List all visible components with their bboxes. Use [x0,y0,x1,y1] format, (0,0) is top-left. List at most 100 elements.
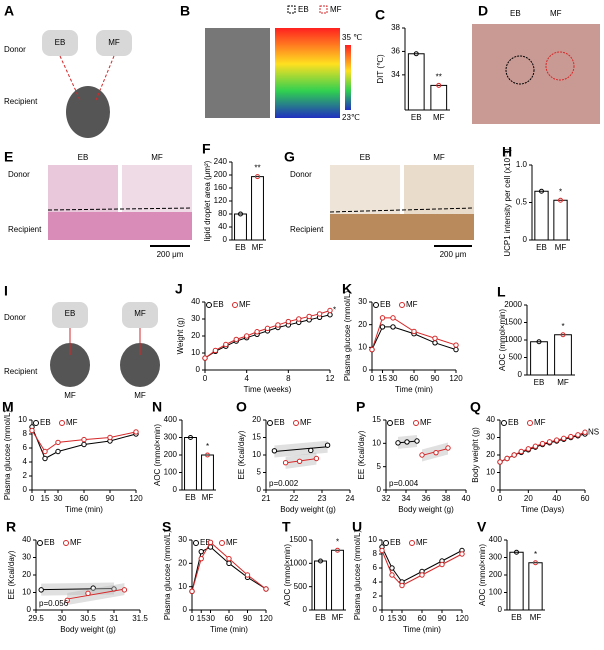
legend-marker [267,420,273,426]
panel-letter: U [352,519,362,535]
label: 35 ℃ [342,33,362,42]
bar-dot [335,547,340,553]
legend-label: EB [40,418,51,427]
panel-letter: N [152,399,162,415]
annotation: ** [436,73,442,82]
point [263,586,269,592]
annotation: p=0.056 [39,599,69,608]
point [243,333,250,339]
label: Donor [290,170,312,179]
donor-mouse [52,302,88,328]
bar [534,190,549,241]
y-tick-label: 30 [191,314,200,323]
panel-letter: M [2,399,14,415]
y-tick-label: 38 [391,23,400,32]
label: EB [510,9,521,18]
x-tick-label: 90 [106,494,115,503]
y-tick-label: 0 [183,605,188,614]
panel-letter: L [497,284,506,300]
y-tick-label: 2 [373,591,378,600]
x-axis-label: Time (min) [65,505,103,514]
x-tick-label: 60 [80,494,89,503]
point [226,555,232,562]
arrow [95,55,115,101]
point [223,341,229,348]
label: Recipient [8,225,42,234]
bar-dot [514,549,519,555]
y-tick-label: 120 [214,196,228,205]
point [254,329,260,335]
annotation: * [534,550,537,559]
y-tick-label: 10 [178,582,187,591]
y-axis-label: Plasma glucose (mmol/L) [163,530,172,621]
point [453,346,459,353]
point [539,440,546,447]
x-tick-label: 120 [129,494,143,503]
region [545,51,575,81]
y-tick-label: 0 [23,485,28,494]
y-tick-label: 40 [191,297,200,306]
point [399,582,405,589]
bar [554,334,572,376]
x-tick-label: 36 [422,494,431,503]
x-tick-label: 60 [418,614,427,623]
color-scale [345,45,351,110]
label: EB [55,38,66,47]
panel-letter: B [180,3,190,19]
label: EB [65,309,76,318]
series-line [381,550,463,587]
y-tick-label: 0.5 [516,198,528,207]
point [395,440,401,446]
legend-marker [219,540,225,546]
point [327,312,333,318]
x-tick-label: 90 [431,374,440,383]
y-tick-label: 5 [377,462,382,471]
legend-label: MF [66,418,78,427]
y-tick-label: 1500 [504,318,522,327]
point [226,560,232,567]
label: MF [330,5,342,14]
annotation: NS [588,427,599,436]
bar-dot [560,332,566,338]
point [414,438,420,444]
panel-letter: K [342,281,352,297]
label: MF [134,391,146,400]
y-tick-label: 6 [23,443,28,452]
y-tick-label: 20 [486,450,495,459]
legend-box [287,5,296,14]
bar-dot [188,435,193,440]
x-tick-label: 30 [54,494,63,503]
point [316,311,323,317]
annotation: * [333,306,336,315]
point [133,429,139,435]
point [511,452,517,458]
point [379,315,386,321]
point [121,587,128,593]
series-line [31,430,137,453]
bar-dot [205,452,210,458]
y-tick-label: 2 [23,471,28,480]
y-axis-label: EE (Kcal/day) [237,430,246,479]
point [525,446,532,452]
bar-dot [533,560,538,566]
series-line [381,546,463,583]
y-tick-label: 0 [491,485,496,494]
y-tick-label: 160 [214,183,228,192]
arrow [59,55,81,101]
x-tick-label: 22 [290,494,299,503]
point [504,455,510,462]
legend-label: MF [416,538,428,547]
donor-mouse [96,30,132,56]
y-axis-label: EE (Kcal/day) [7,550,16,599]
y-tick-label: 0 [223,235,228,244]
point [244,572,251,578]
panel-letter: F [202,141,211,157]
bar [331,549,344,611]
scale-label: 200 μm [157,250,184,259]
y-axis-label: Plasma glucose (mmol/L) [353,530,362,621]
y-tick-label: 240 [214,157,228,166]
panel-letter: V [477,519,487,535]
x-tick-label: 31 [110,614,119,623]
x-tick-label: 15 [41,494,50,503]
point [296,458,303,464]
